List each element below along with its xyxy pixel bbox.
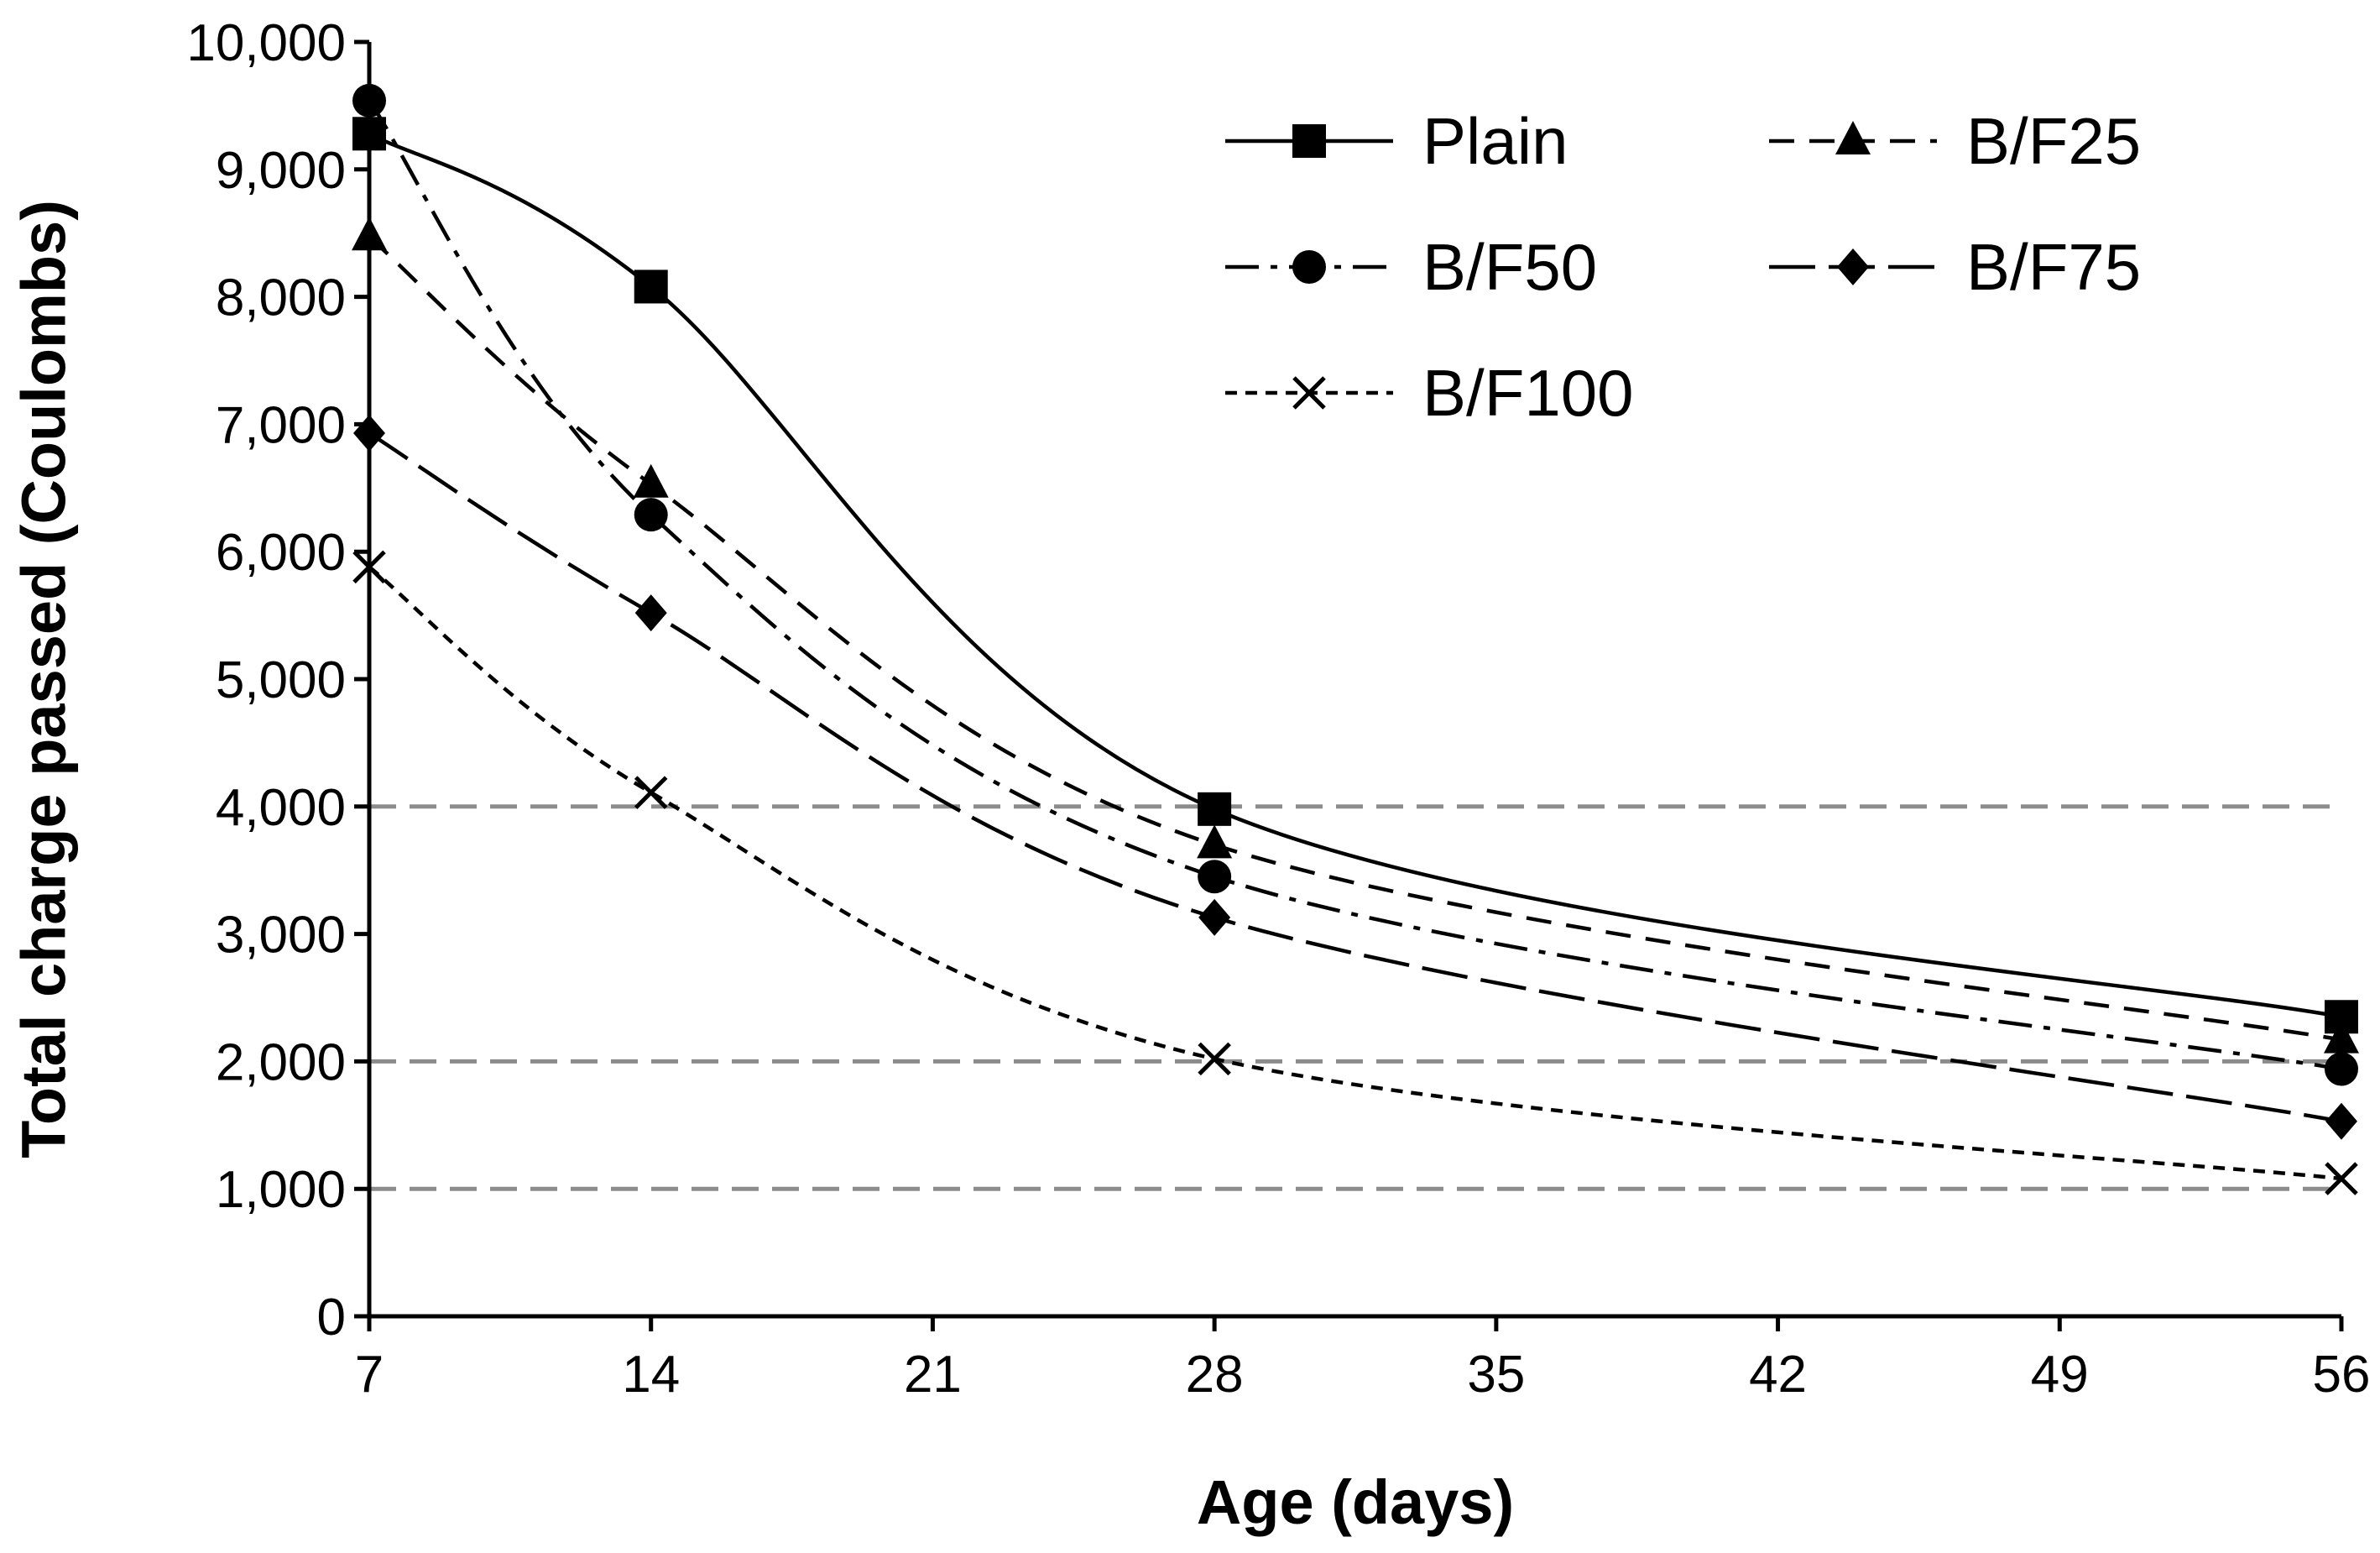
x-tick-label: 21 — [904, 1346, 962, 1404]
legend-item-b-f25: B/F25 — [1769, 104, 2141, 178]
y-tick-label: 1,000 — [216, 1161, 346, 1219]
legend-item-b-f75: B/F75 — [1769, 230, 2141, 304]
data-point-b-f50 — [1198, 860, 1232, 894]
legend-label: B/F50 — [1422, 230, 1597, 304]
data-point-b-f100 — [1198, 1042, 1231, 1076]
x-tick-label: 35 — [1467, 1346, 1525, 1404]
data-point-b-f25 — [2324, 1019, 2359, 1054]
y-tick-label: 10,000 — [186, 14, 346, 72]
x-tick-label: 42 — [1749, 1346, 1807, 1404]
data-point-b-f25 — [352, 217, 387, 251]
series-line-b-f25 — [368, 235, 2342, 1042]
series-b-f25 — [352, 217, 2359, 1054]
legend-marker — [1835, 121, 1871, 154]
y-tick-label: 3,000 — [216, 907, 346, 965]
data-point-b-f100 — [634, 776, 668, 809]
y-tick-label: 6,000 — [216, 524, 346, 582]
x-tick-label: 49 — [2031, 1346, 2089, 1404]
x-tick-label: 7 — [355, 1346, 384, 1404]
data-point-b-f25 — [1197, 824, 1233, 859]
x-axis-title: Age (days) — [1197, 1467, 1514, 1537]
x-tick-label: 28 — [1186, 1346, 1244, 1404]
series-group — [352, 83, 2359, 1195]
y-tick-label: 9,000 — [216, 142, 346, 200]
series-line-b-f50 — [368, 99, 2342, 1071]
series-line-b-f75 — [368, 431, 2342, 1123]
y-tick-label: 5,000 — [216, 651, 346, 709]
data-point-plain — [634, 269, 668, 304]
x-tick-label: 14 — [622, 1346, 680, 1404]
x-tick-label: 56 — [2313, 1346, 2371, 1404]
y-tick-label: 0 — [317, 1289, 346, 1346]
legend-item-plain: Plain — [1225, 104, 1568, 178]
series-line-b-f100 — [368, 565, 2342, 1181]
data-point-b-f75 — [1198, 898, 1231, 936]
data-point-plain — [352, 117, 386, 151]
y-axis-title: Total charge passed (Coulombs) — [9, 200, 79, 1158]
data-point-b-f100 — [2325, 1162, 2358, 1195]
data-point-b-f50 — [2325, 1052, 2358, 1086]
data-point-b-f50 — [634, 498, 668, 532]
y-tick-label: 8,000 — [216, 269, 346, 327]
legend-label: B/F100 — [1422, 356, 1633, 430]
axis-ticks: 0 1,000 2,000 3,000 4,000 5,000 6,000 7,000 8,00… — [186, 14, 2370, 1404]
reference-lines — [369, 804, 2341, 1191]
series-b-f75 — [353, 415, 2357, 1140]
series-b-f100 — [352, 550, 2358, 1195]
legend-item-b-f100: B/F100 — [1225, 356, 1633, 430]
legend-label: Plain — [1422, 104, 1568, 178]
data-point-b-f25 — [633, 463, 669, 498]
y-tick-label: 7,000 — [216, 396, 346, 454]
series-b-f50 — [352, 83, 2358, 1086]
legend-label: B/F75 — [1966, 230, 2141, 304]
y-tick-label: 2,000 — [216, 1033, 346, 1091]
data-point-plain — [1198, 792, 1232, 826]
data-point-b-f75 — [634, 594, 667, 632]
legend-marker — [1292, 376, 1326, 410]
legend-label: B/F25 — [1966, 104, 2141, 178]
series-line-plain — [368, 132, 2342, 1019]
legend-item-b-f50: B/F50 — [1225, 230, 1597, 304]
y-tick-label: 4,000 — [216, 779, 346, 837]
legend-marker — [1292, 250, 1326, 284]
legend: Plain B/F25 B/F50 B/F75 B/F100 — [1225, 104, 2141, 430]
data-point-b-f75 — [353, 415, 385, 452]
data-point-b-f100 — [352, 550, 386, 584]
legend-marker — [1292, 124, 1326, 158]
legend-marker — [1837, 248, 1869, 285]
data-point-b-f50 — [352, 83, 386, 118]
data-point-b-f75 — [2325, 1102, 2357, 1140]
